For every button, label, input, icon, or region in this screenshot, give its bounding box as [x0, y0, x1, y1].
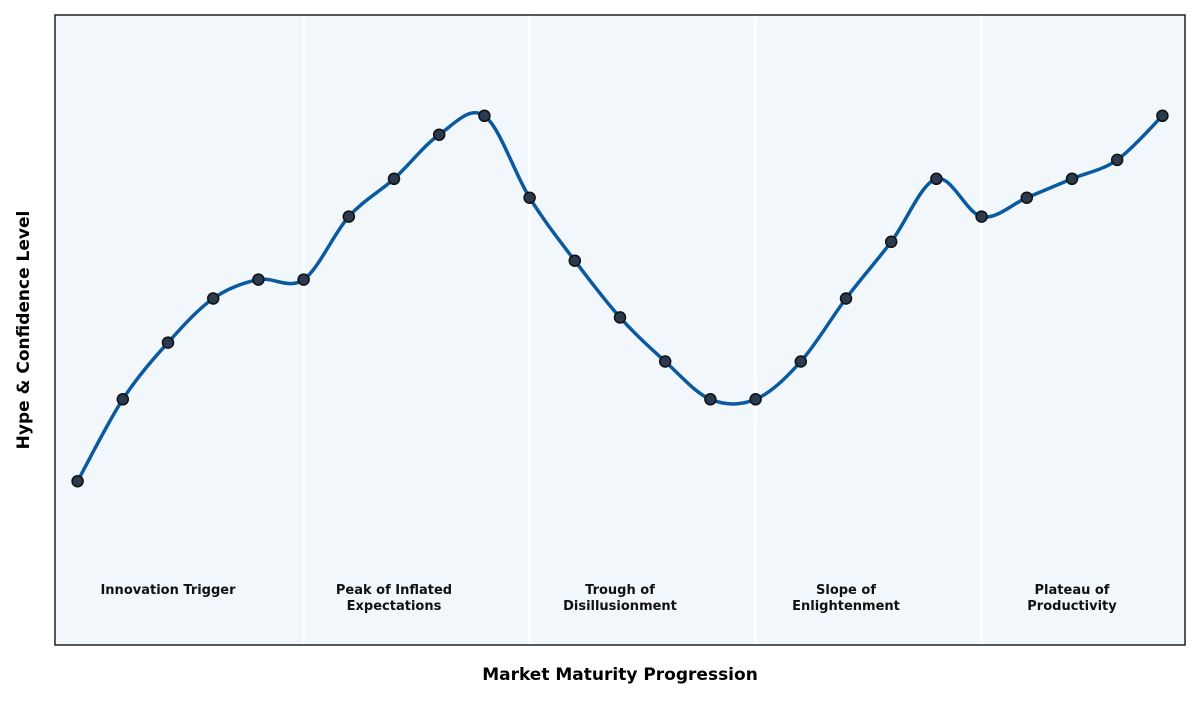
marker [930, 172, 943, 186]
phase-label: Peak of Inflated Expectations [336, 583, 452, 614]
phase-label: Trough of Disillusionment [563, 583, 677, 614]
marker [568, 254, 582, 267]
marker [161, 336, 175, 349]
phase-label: Plateau of Productivity [1027, 583, 1117, 614]
marker [387, 172, 401, 186]
phase-label-line: Peak of Inflated [336, 583, 452, 598]
marker [658, 355, 672, 368]
phase-label: Slope of Enlightenment [792, 583, 900, 614]
phase-label-line: Disillusionment [563, 599, 677, 614]
plot-area [55, 15, 1185, 645]
x-axis-label: Market Maturity Progression [482, 665, 758, 685]
plot-layer: Innovation Trigger Peak of Inflated Expect… [71, 15, 1169, 645]
phase-label-line: Slope of [816, 583, 876, 598]
phase-label-line: Innovation Trigger [100, 583, 236, 598]
marker [478, 109, 491, 123]
marker [342, 210, 356, 223]
marker [794, 355, 808, 368]
marker [975, 210, 988, 223]
marker [1020, 191, 1034, 204]
marker [613, 311, 627, 324]
marker [1065, 172, 1079, 186]
marker [523, 191, 536, 204]
phase-label-line: Enlightenment [792, 599, 900, 614]
phase-label-line: Productivity [1027, 599, 1117, 614]
phase-label-line: Plateau of [1035, 583, 1110, 598]
marker [71, 474, 84, 488]
plot-frame [54, 14, 1186, 646]
y-axis-label: Hype & Confidence Level [14, 211, 34, 450]
marker [749, 393, 762, 406]
marker [432, 128, 446, 141]
marker [297, 273, 310, 286]
marker [206, 292, 220, 305]
marker [1110, 153, 1124, 167]
marker [884, 235, 898, 249]
marker [839, 292, 853, 305]
phase-label-line: Trough of [585, 583, 655, 598]
marker [1156, 109, 1169, 123]
marker [252, 273, 265, 286]
marker [116, 393, 130, 406]
phase-label-line: Expectations [347, 599, 442, 614]
marker [704, 393, 717, 406]
phase-label: Innovation Trigger [100, 583, 236, 598]
